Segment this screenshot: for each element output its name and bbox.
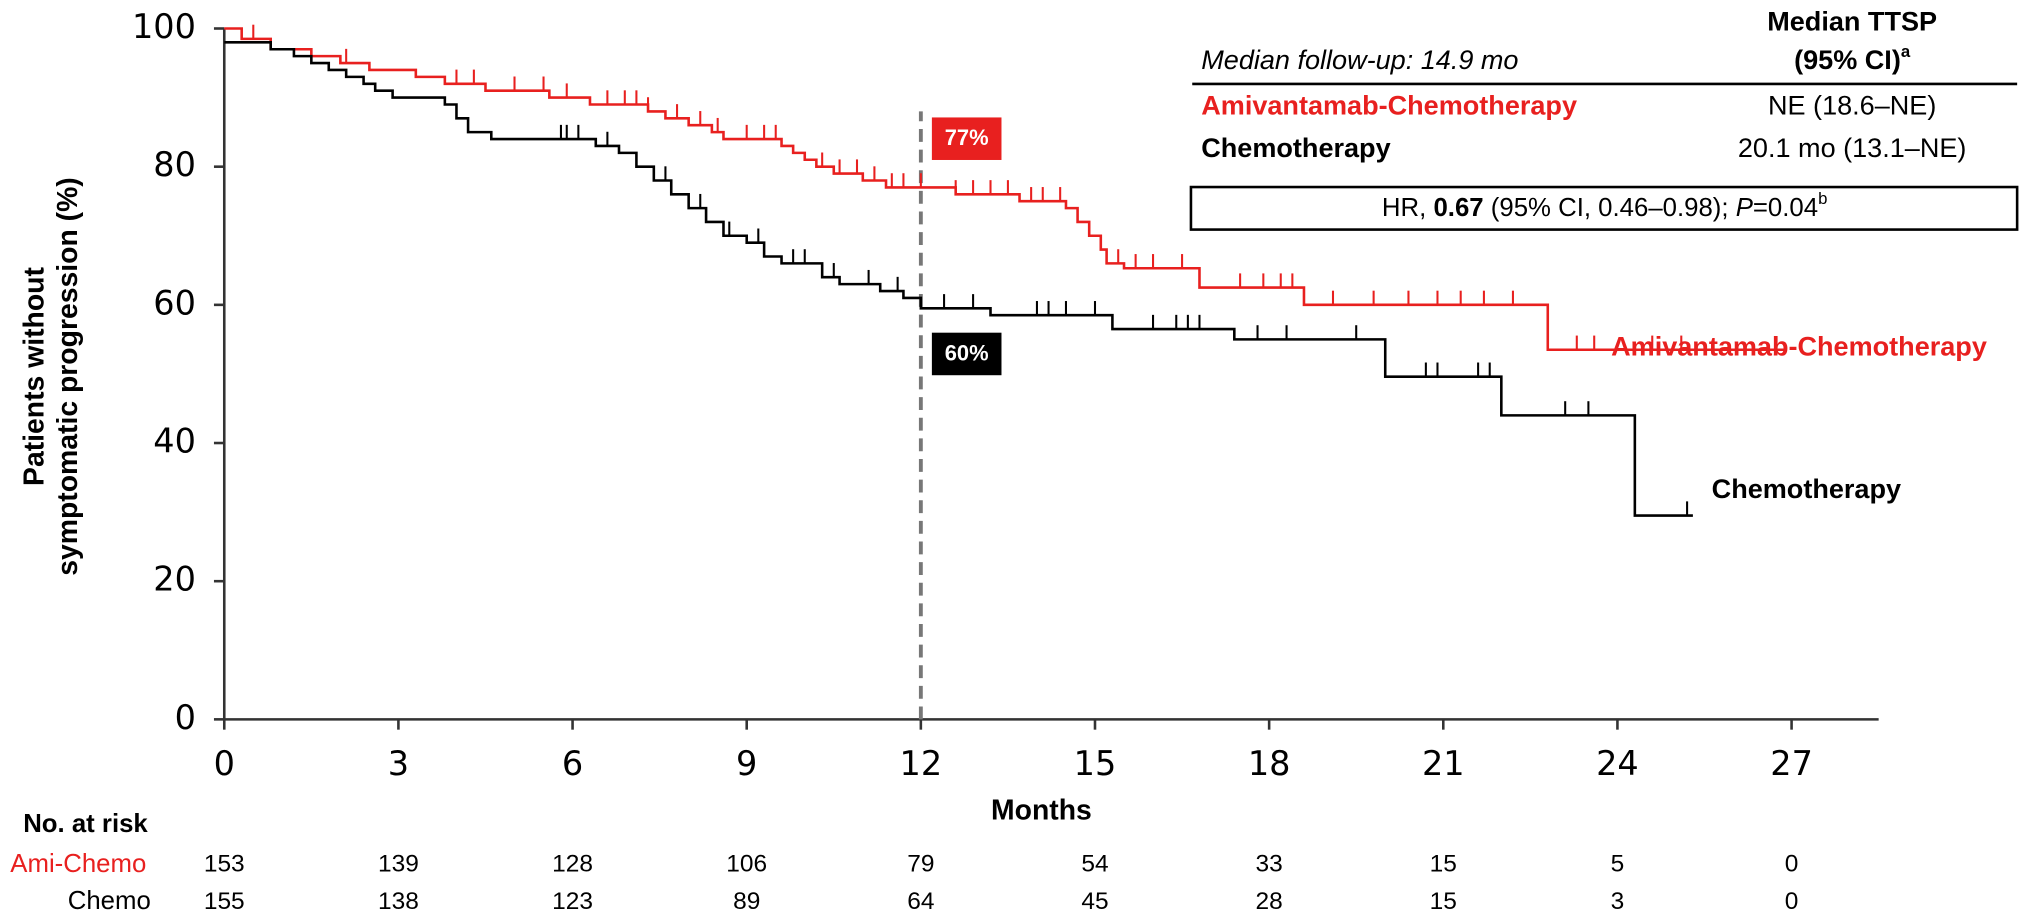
risk-row-label: Chemo	[68, 887, 151, 915]
landmark-box	[931, 332, 1002, 376]
hr-part: P	[1736, 194, 1754, 222]
summary-header: Median TTSP	[1767, 6, 1937, 36]
series-label: Amivantamab-Chemotherapy	[1611, 332, 1987, 362]
risk-value: 128	[552, 850, 593, 877]
x-axis-label: Months	[991, 795, 1092, 827]
y-tick-label: 20	[153, 560, 196, 599]
x-tick-label: 3	[388, 744, 409, 783]
risk-value: 138	[378, 888, 419, 915]
x-tick-label: 18	[1248, 744, 1291, 783]
risk-value: 155	[204, 888, 245, 915]
footnote-mark: b	[1818, 189, 1827, 208]
summary-label: Chemotherapy	[1201, 133, 1390, 163]
hr-text: HR, 0.67 (95% CI, 0.46–0.98); P=0.04b	[1382, 189, 1828, 221]
hr-part: =0.04	[1753, 194, 1818, 222]
y-tick-label: 40	[153, 422, 196, 461]
risk-value: 54	[1081, 850, 1108, 877]
y-tick-label: 60	[153, 283, 196, 322]
km-curve	[224, 41, 1693, 517]
y-tick-label: 80	[153, 145, 196, 184]
series-label: Chemotherapy	[1712, 474, 1901, 504]
summary-label: Amivantamab-Chemotherapy	[1201, 90, 1577, 120]
risk-value: 123	[552, 888, 593, 915]
risk-row-label: Ami-Chemo	[10, 850, 146, 878]
x-tick-label: 27	[1770, 744, 1813, 783]
follow-up: Median follow-up: 14.9 mo	[1201, 45, 1518, 75]
y-tick-label: 0	[175, 698, 196, 737]
summary-header: (95% CI)a	[1794, 42, 1911, 75]
x-tick-label: 9	[736, 744, 757, 783]
risk-value: 15	[1430, 850, 1457, 877]
risk-value: 0	[1785, 888, 1799, 915]
summary-value: 20.1 mo (13.1–NE)	[1738, 133, 1967, 163]
risk-value: 89	[733, 888, 760, 915]
risk-value: 139	[378, 850, 419, 877]
x-tick-label: 0	[214, 744, 235, 783]
risk-value: 0	[1785, 850, 1799, 877]
km-curve	[224, 27, 1786, 352]
landmark-label: 77%	[945, 125, 989, 150]
x-tick-label: 21	[1422, 744, 1465, 783]
hr-part: HR,	[1382, 194, 1434, 222]
hr-part: 0.67	[1433, 194, 1483, 222]
risk-value: 153	[204, 850, 245, 877]
x-tick-label: 24	[1596, 744, 1639, 783]
risk-value: 64	[907, 888, 934, 915]
risk-value: 3	[1611, 888, 1625, 915]
footnote-mark: a	[1901, 42, 1911, 61]
risk-value: 79	[907, 850, 934, 877]
y-tick-label: 100	[132, 7, 196, 46]
x-tick-label: 15	[1074, 744, 1117, 783]
risk-value: 106	[726, 850, 767, 877]
y-axis-label: Patients without	[19, 267, 51, 486]
summary-value: NE (18.6–NE)	[1768, 90, 1936, 120]
risk-value: 5	[1611, 850, 1625, 877]
landmark-label: 60%	[945, 340, 989, 365]
risk-title: No. at risk	[23, 810, 148, 838]
hr-box	[1189, 185, 2019, 231]
hr-part: (95% CI, 0.46–0.98);	[1484, 194, 1736, 222]
summary-header: (95% CI)	[1794, 45, 1901, 75]
risk-value: 28	[1256, 888, 1283, 915]
y-axis-label: symptomatic progression (%)	[52, 177, 84, 575]
landmark-box	[931, 117, 1002, 160]
risk-value: 33	[1256, 850, 1283, 877]
x-tick-label: 12	[900, 744, 943, 783]
x-tick-label: 6	[562, 744, 583, 783]
risk-value: 45	[1081, 888, 1108, 915]
risk-value: 15	[1430, 888, 1457, 915]
